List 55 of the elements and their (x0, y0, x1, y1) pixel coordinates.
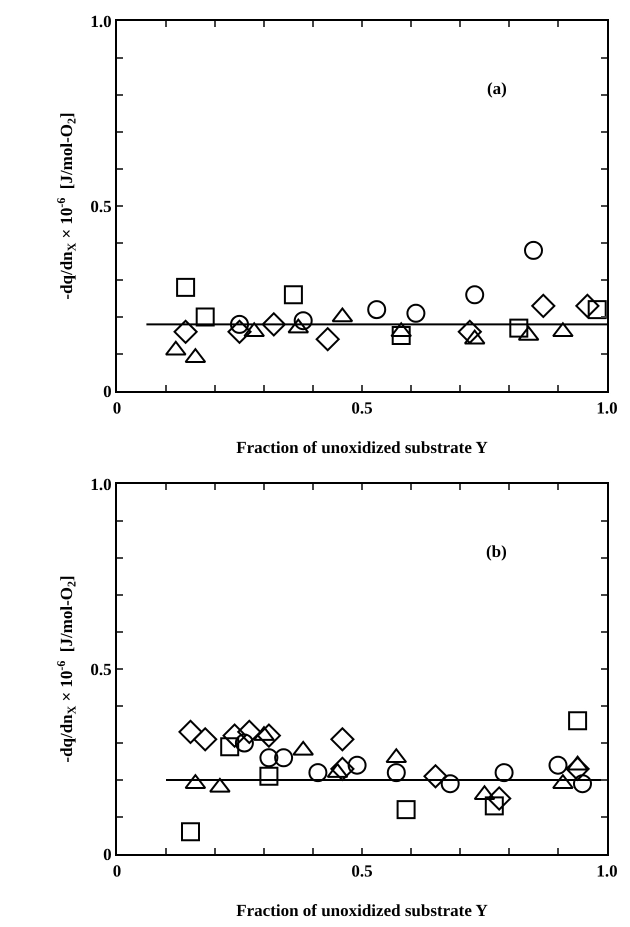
point (566, 756, 590, 781)
point (568, 711, 588, 730)
point (458, 320, 482, 344)
y-tick-label: 0.5 (90, 196, 112, 216)
x-tick-label: 1.0 (596, 398, 618, 418)
point (406, 304, 426, 323)
annotation: (a) (487, 79, 507, 98)
x-tick-label: 0.5 (351, 861, 373, 880)
point (256, 724, 281, 748)
point (308, 763, 328, 782)
point (509, 318, 528, 338)
point (220, 737, 240, 756)
point (284, 285, 303, 304)
point (487, 786, 512, 811)
point (176, 278, 196, 297)
point (259, 766, 278, 786)
point (423, 764, 448, 788)
point (367, 300, 386, 320)
point (181, 822, 200, 842)
point (396, 800, 416, 820)
point (330, 756, 354, 781)
point (575, 294, 600, 318)
y-tick-label: 0 (103, 382, 112, 401)
point (294, 311, 313, 330)
x-axis-title: Fraction of unoxidized substrate Y (236, 901, 488, 920)
y-tick-label: 0.5 (90, 660, 112, 679)
point (494, 763, 514, 782)
y-tick-label: 1.0 (90, 12, 112, 31)
annotation: (b) (486, 542, 507, 561)
point (174, 320, 198, 344)
point (392, 326, 411, 345)
point (524, 240, 543, 260)
point (193, 727, 218, 752)
point (573, 774, 592, 794)
y-tick-label: 1.0 (90, 474, 112, 494)
point (316, 327, 340, 352)
point (196, 308, 215, 326)
point (531, 294, 556, 318)
point (237, 720, 262, 744)
point (259, 748, 278, 768)
point (222, 724, 247, 748)
x-tick-label: 0.5 (351, 398, 373, 418)
x-tick-label: 1.0 (596, 861, 618, 880)
point (465, 285, 484, 304)
point (274, 748, 294, 768)
point (548, 756, 568, 775)
point (227, 320, 252, 344)
point (178, 720, 203, 744)
point (330, 727, 354, 752)
point (440, 774, 460, 794)
point (348, 756, 367, 775)
point (386, 763, 406, 782)
point (262, 312, 286, 336)
y-tick-label: 0 (103, 844, 112, 864)
x-axis-title: Fraction of unoxidized substrate Y (236, 438, 488, 457)
